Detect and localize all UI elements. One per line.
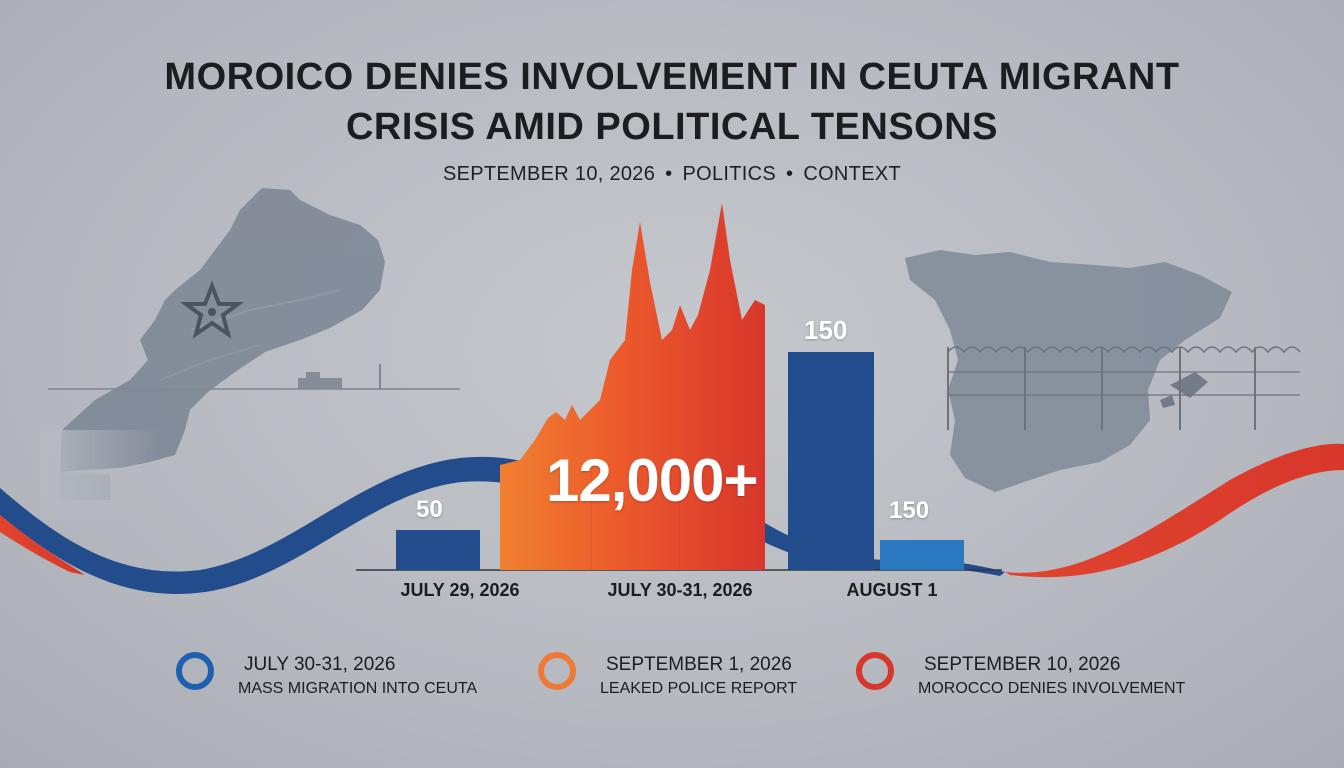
bar-july-30-31-spike (500, 203, 765, 570)
bar-divider (678, 470, 680, 570)
headline: MOROICO DENIES INVOLVEMENT IN CEUTA MIGR… (0, 52, 1344, 152)
meta-section: POLITICS (682, 163, 777, 185)
legend-description: MOROCCO DENIES INVOLVEMENT (918, 680, 1186, 697)
spain-map (905, 250, 1232, 492)
legend-date: SEPTEMBER 1, 2026 (606, 654, 792, 675)
data-label-august-1-secondary: 150 (889, 497, 930, 524)
data-label-july-30-31: 12,000+ (546, 447, 759, 514)
data-label-august-1-main: 150 (804, 315, 848, 345)
red-wave-right (1005, 443, 1344, 578)
ring-icon (176, 652, 214, 690)
category-label-july-30-31: JULY 30-31, 2026 (607, 580, 753, 600)
legend-description: LEAKED POLICE REPORT (600, 680, 798, 697)
meta-separator: • (786, 163, 794, 185)
category-label-august-1: AUGUST 1 (846, 580, 938, 600)
legend-date: SEPTEMBER 10, 2026 (924, 654, 1121, 675)
bar-august-1-secondary (880, 540, 964, 570)
data-label-july-29: 50 (416, 496, 443, 523)
headline-line-2: CRISIS AMID POLITICAL TENSONS (345, 106, 999, 148)
horizon-line (48, 364, 460, 390)
morocco-map (40, 188, 385, 520)
ring-icon (538, 652, 576, 690)
pentagram-icon (179, 280, 245, 339)
chart-bars (396, 203, 964, 570)
legend-description: MASS MIGRATION INTO CEUTA (238, 680, 478, 697)
headline-line-1: MOROICO DENIES INVOLVEMENT IN CEUTA MIGR… (164, 56, 1180, 98)
meta-separator: • (665, 163, 673, 185)
meta-tag: CONTEXT (803, 163, 901, 185)
legend-date: JULY 30-31, 2026 (244, 654, 396, 675)
ring-icon (856, 652, 894, 690)
bar-divider (590, 470, 592, 570)
bar-august-1-main (788, 352, 874, 570)
category-label-july-29: JULY 29, 2026 (400, 580, 520, 600)
bar-july-29 (396, 530, 480, 570)
border-fence (947, 346, 1301, 430)
article-meta: SEPTEMBER 10, 2026 • POLITICS • CONTEXT (0, 163, 1344, 186)
meta-date: SEPTEMBER 10, 2026 (442, 163, 656, 185)
